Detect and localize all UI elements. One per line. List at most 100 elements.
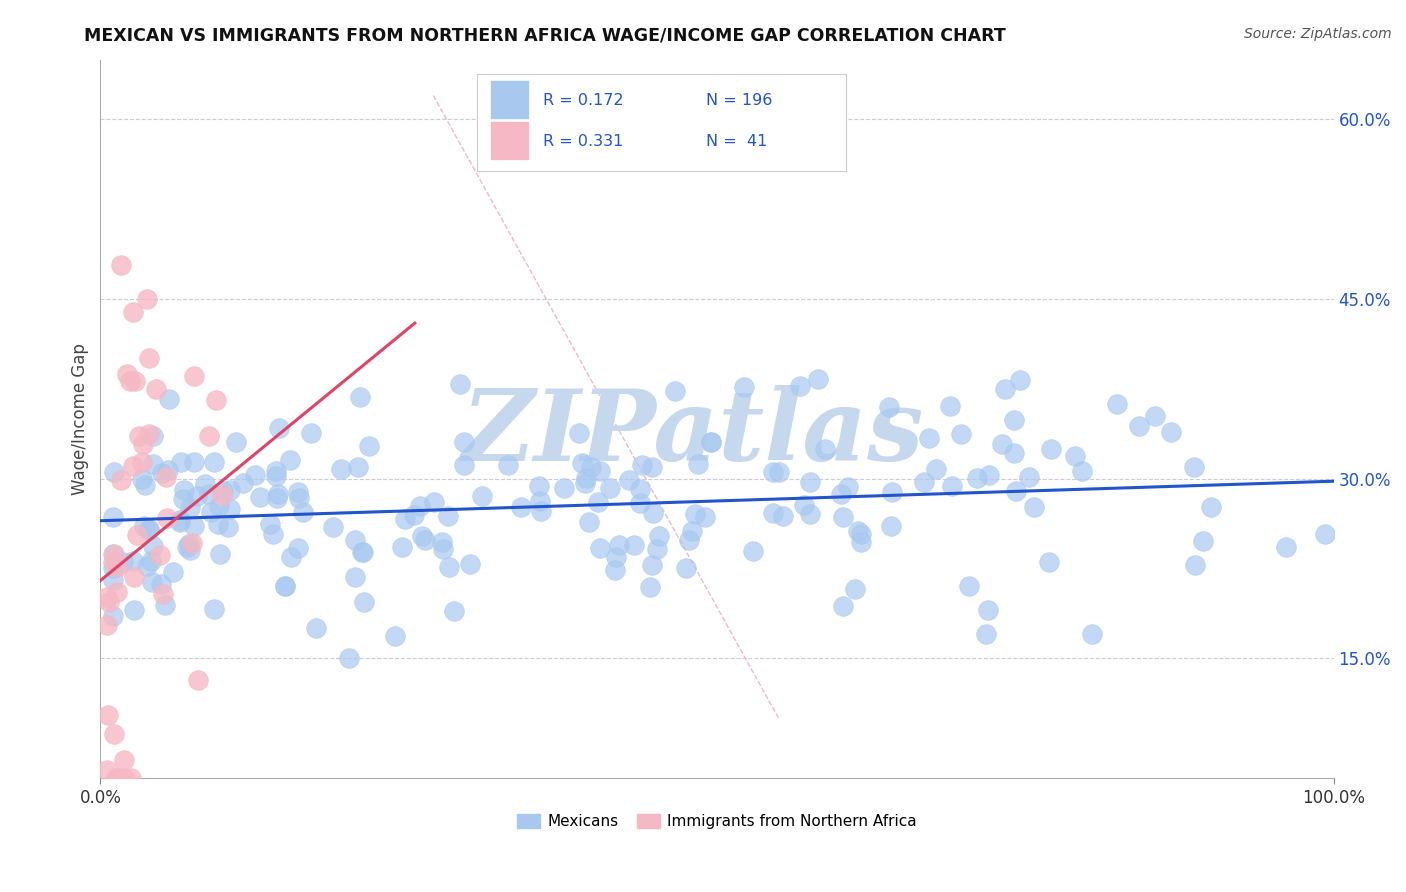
Text: ZIPatlas: ZIPatlas xyxy=(461,385,924,482)
Point xyxy=(918,431,941,445)
Point xyxy=(138,522,160,536)
Point xyxy=(134,519,156,533)
Point xyxy=(588,495,610,509)
Point xyxy=(1002,446,1025,460)
Point xyxy=(799,475,821,489)
Point xyxy=(411,529,433,543)
Point xyxy=(605,550,627,565)
Point xyxy=(966,471,988,485)
Point xyxy=(120,771,142,785)
Point xyxy=(186,489,208,503)
Point xyxy=(169,512,191,526)
Point xyxy=(112,771,135,785)
Point xyxy=(449,377,471,392)
Point xyxy=(391,540,413,554)
Point xyxy=(107,771,129,785)
Point xyxy=(110,474,132,488)
Point xyxy=(1184,558,1206,573)
Point xyxy=(571,456,593,470)
Point xyxy=(617,473,640,487)
Point xyxy=(453,435,475,450)
Point xyxy=(122,570,145,584)
Point xyxy=(136,558,159,573)
Point xyxy=(274,579,297,593)
Point xyxy=(814,442,837,457)
Point xyxy=(101,561,124,575)
Point xyxy=(219,501,242,516)
Point xyxy=(1005,483,1028,498)
Point xyxy=(630,458,652,472)
Point xyxy=(1105,396,1128,410)
Point xyxy=(162,565,184,579)
Point xyxy=(799,508,821,522)
Point xyxy=(957,579,980,593)
Point xyxy=(529,494,551,508)
Point xyxy=(772,508,794,523)
Point xyxy=(768,465,790,479)
Point xyxy=(112,753,135,767)
Point xyxy=(291,505,314,519)
Point xyxy=(138,523,160,537)
Point xyxy=(849,534,872,549)
Point xyxy=(628,482,651,496)
Point xyxy=(1038,555,1060,569)
Point xyxy=(837,480,859,494)
Point xyxy=(232,475,254,490)
Point xyxy=(103,555,125,569)
Point xyxy=(136,292,159,306)
Point xyxy=(648,528,671,542)
Point xyxy=(1002,413,1025,427)
Point xyxy=(950,426,973,441)
Point xyxy=(581,459,603,474)
Point xyxy=(110,259,132,273)
Point xyxy=(183,368,205,383)
Point xyxy=(844,582,866,597)
Point xyxy=(122,459,145,474)
Point xyxy=(131,472,153,486)
Point xyxy=(527,479,550,493)
Point xyxy=(176,540,198,554)
Point xyxy=(437,560,460,574)
Point xyxy=(574,475,596,490)
Point xyxy=(742,544,765,558)
Point xyxy=(460,557,482,571)
Point xyxy=(530,504,553,518)
Point xyxy=(352,545,374,559)
Point xyxy=(849,526,872,541)
Point xyxy=(807,372,830,386)
Point xyxy=(699,434,721,449)
Point xyxy=(101,608,124,623)
Point xyxy=(105,560,128,574)
Point xyxy=(675,561,697,575)
Point xyxy=(605,563,627,577)
Point xyxy=(139,554,162,568)
Point xyxy=(141,575,163,590)
Point xyxy=(115,367,138,381)
Point xyxy=(789,379,811,393)
Point xyxy=(266,487,288,501)
Point xyxy=(152,587,174,601)
Point xyxy=(1018,470,1040,484)
Point xyxy=(145,382,167,396)
Point xyxy=(353,595,375,609)
Point xyxy=(103,465,125,479)
Point xyxy=(103,547,125,561)
Point xyxy=(599,481,621,495)
Point xyxy=(280,549,302,564)
Point xyxy=(249,490,271,504)
Point xyxy=(96,764,118,778)
Point xyxy=(643,506,665,520)
Point xyxy=(97,708,120,723)
Point xyxy=(243,468,266,483)
Point xyxy=(218,483,240,497)
Point xyxy=(404,508,426,522)
Point xyxy=(939,399,962,413)
Point xyxy=(262,526,284,541)
Point xyxy=(831,599,853,613)
Point xyxy=(103,727,125,741)
Point xyxy=(157,463,180,477)
Point xyxy=(1191,534,1213,549)
Point xyxy=(208,500,231,514)
Point xyxy=(638,580,661,594)
Point xyxy=(588,541,610,556)
